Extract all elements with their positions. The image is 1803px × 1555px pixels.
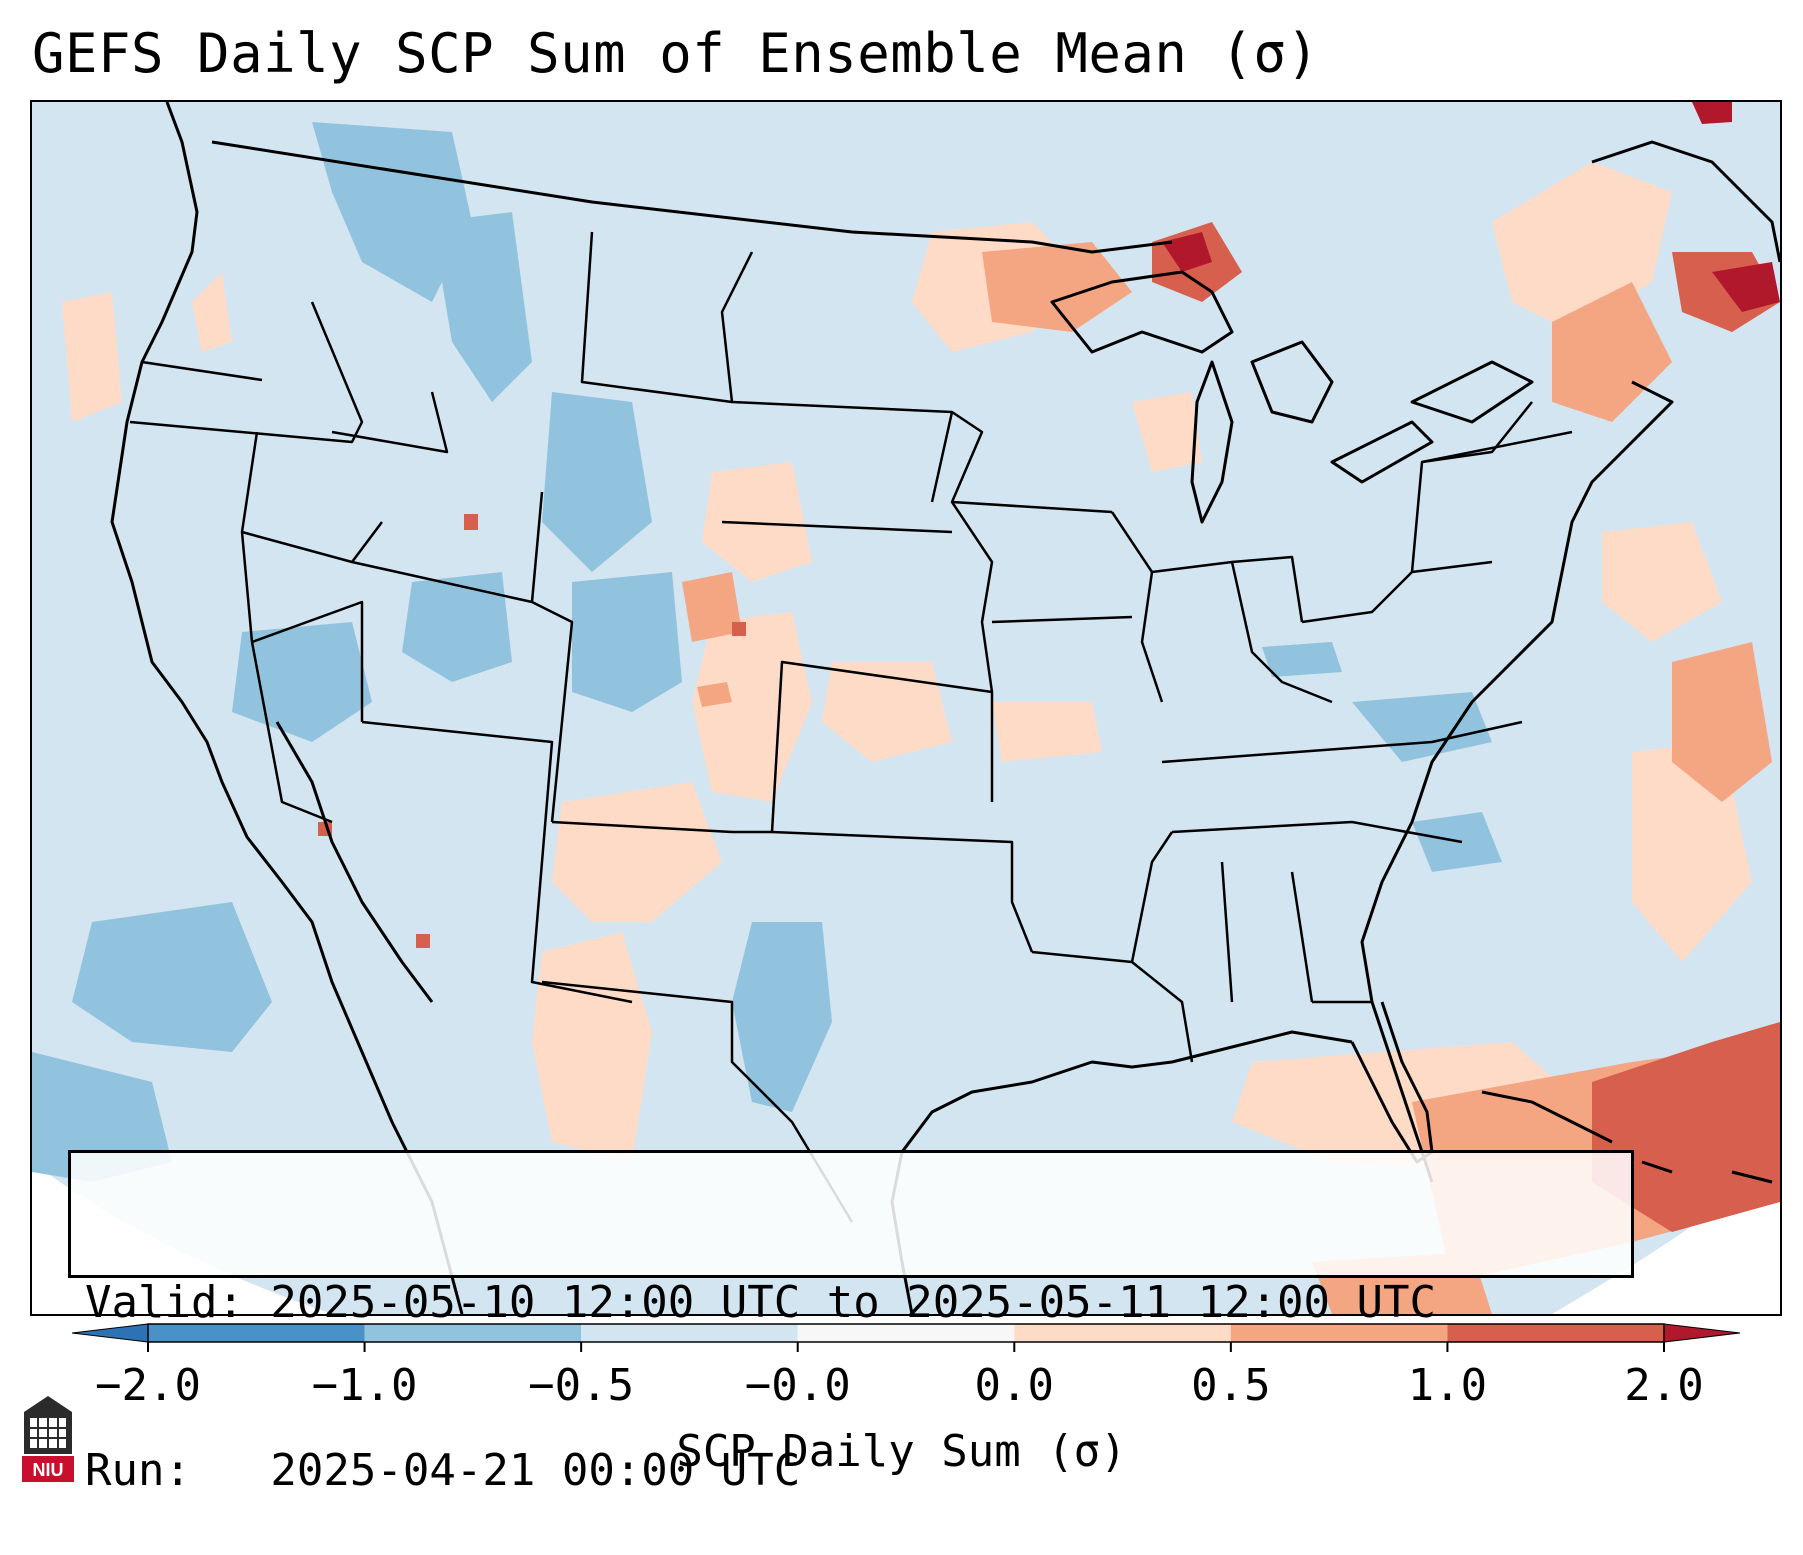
colorbar-extend-low	[71, 1323, 149, 1343]
colorbar-tick-label: −1.0	[311, 1360, 418, 1411]
colorbar-segment	[1447, 1324, 1664, 1342]
coastlines	[110, 102, 1780, 1314]
colorbar-tick-label: 0.5	[1191, 1360, 1271, 1411]
colorbar	[71, 1323, 1741, 1352]
colorbar-tick-label: 1.0	[1407, 1360, 1488, 1411]
valid-time-text: Valid: 2025-05-10 12:00 UTC to 2025-05-1…	[85, 1277, 1437, 1328]
caribbean-islands	[1481, 1090, 1773, 1184]
colorbar-segment	[1230, 1324, 1448, 1342]
colorbar-tick-label: −2.0	[95, 1360, 201, 1411]
chart-title: GEFS Daily SCP Sum of Ensemble Mean (σ)	[32, 22, 1320, 85]
map-panel	[30, 100, 1782, 1316]
colorbar-tick-label: −0.5	[528, 1360, 635, 1411]
colorbar-tick-label: 2.0	[1624, 1360, 1704, 1411]
colorbar-tick-label: 0.0	[974, 1360, 1055, 1411]
colorbar-segment	[797, 1324, 1015, 1342]
colorbar-segment	[148, 1324, 365, 1342]
colorbar-extend-high	[1663, 1323, 1741, 1343]
valid-time-box: Valid: 2025-05-10 12:00 UTC to 2025-05-1…	[68, 1150, 1634, 1496]
negative-anomaly-regions	[32, 122, 1502, 1182]
logo-text: NIU	[33, 1460, 64, 1480]
map-svg	[32, 102, 1780, 1314]
colorbar-segment	[581, 1324, 798, 1342]
niu-logo: NIU	[22, 1396, 74, 1482]
run-time-text: Run: 2025-04-21 00:00 UTC	[85, 1445, 801, 1496]
colorbar-tick-label: −0.0	[744, 1360, 851, 1411]
extreme-positive-regions	[1162, 102, 1780, 312]
colorbar-segment	[364, 1324, 582, 1342]
colorbar-segment	[1014, 1324, 1231, 1342]
colorbar-frame	[147, 1323, 1665, 1343]
domain-edge-se	[1552, 1162, 1780, 1314]
colorbar-label: SCP Daily Sum (σ)	[676, 1426, 1127, 1477]
